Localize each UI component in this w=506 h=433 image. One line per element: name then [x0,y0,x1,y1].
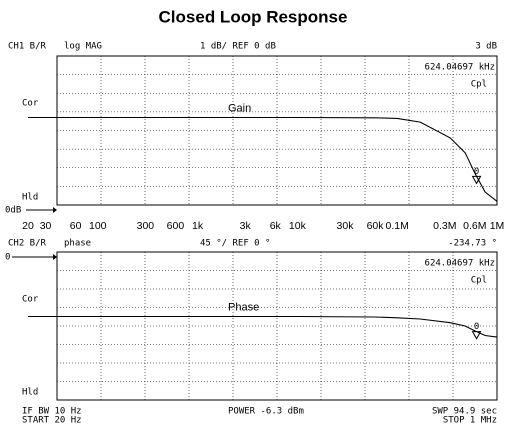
marker [471,175,482,185]
hold: Hld [22,388,38,398]
channel: CH2 B/R [8,239,47,249]
correction: Cor [22,99,39,109]
x-tick-label: 300 [137,220,155,232]
footer-text: STOP 1 MHz [443,416,497,426]
marker [471,331,482,340]
coupling: Cpl [471,276,487,286]
correction: Cor [22,295,39,305]
ref-arrow-head [53,254,57,260]
readout: -234.73 ° [448,239,497,249]
ref-label: 0dB [5,206,21,216]
x-tick-label: 0.1M [386,220,409,232]
ref-label: 0 [5,253,10,263]
trace-label: Phase [228,301,259,313]
x-tick-label: 60 [70,220,82,232]
x-tick-label: 60k [367,220,385,232]
scale: 45 °/ REF 0 ° [200,239,270,249]
hold: Hld [22,193,38,203]
footer-text: IF BW 10 Hz [22,407,82,417]
channel: CH1 B/R [8,42,47,52]
x-tick-label: 10k [289,220,307,232]
coupling: Cpl [471,80,487,90]
x-tick-label: 30 [40,220,52,232]
footer-text: START 20 Hz [22,416,82,426]
x-tick-label: 20 [22,220,34,232]
scale: 1 dB/ REF 0 dB [200,42,276,52]
x-tick-label: 1k [192,220,204,232]
trace-label: Gain [228,102,251,114]
footer-text: POWER -6.3 dBm [228,407,304,417]
x-tick-label: 3k [240,220,252,232]
format: phase [64,239,91,249]
x-tick-label: 600 [167,220,185,232]
x-tick-label: 6k [270,220,282,232]
x-tick-label: 100 [89,220,107,232]
ref-arrow-head [53,207,57,213]
marker-readout: 624.04697 kHz [425,259,495,269]
trace [28,315,498,338]
marker-number: 0 [474,322,479,332]
marker-number: 0 [474,167,479,177]
format: log MAG [64,42,102,52]
marker-readout: 624.04697 kHz [425,63,495,73]
trace [28,116,498,202]
x-tick-label: 0.6M [463,220,486,232]
x-tick-label: 1M [490,220,505,232]
x-tick-label: 0.3M [433,220,456,232]
chart-title: Closed Loop Response [159,7,348,26]
x-tick-label: 30k [337,220,355,232]
footer-text: SWP 94.9 sec [432,407,497,417]
readout: 3 dB [475,42,497,52]
